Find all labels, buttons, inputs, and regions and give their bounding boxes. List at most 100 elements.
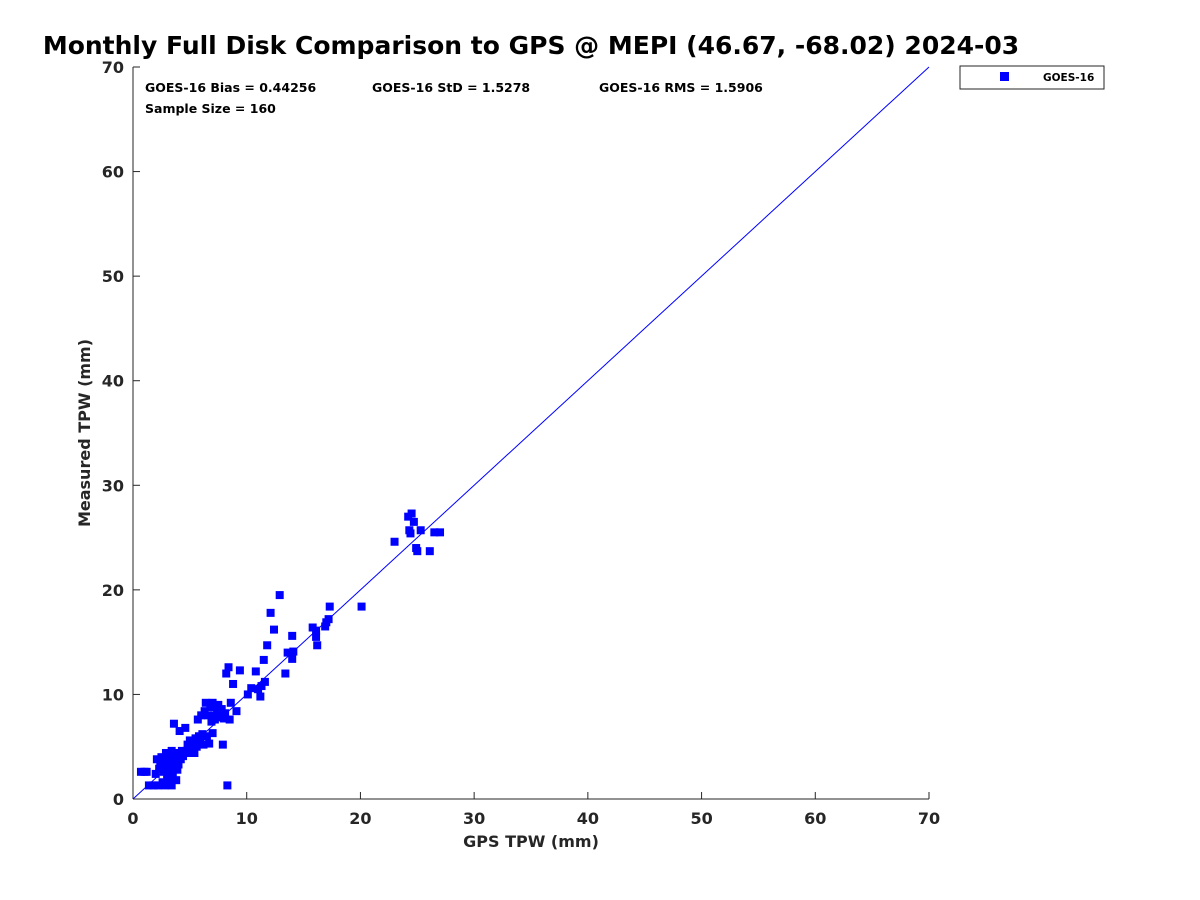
data-point (166, 759, 175, 768)
data-point (183, 740, 192, 749)
data-point (156, 760, 165, 769)
data-point (229, 679, 238, 688)
data-point (232, 707, 241, 716)
data-point (154, 781, 163, 790)
data-point (260, 677, 269, 686)
data-point (159, 767, 168, 776)
x-axis-label: GPS TPW (mm) (463, 832, 599, 851)
y-tick-label: 70 (102, 58, 124, 77)
one-to-one-reference-line (132, 66, 930, 800)
data-point (142, 767, 151, 776)
data-point (281, 669, 290, 678)
data-point (251, 667, 260, 676)
data-point (172, 776, 181, 785)
data-point (247, 684, 256, 693)
x-tick-label: 70 (918, 809, 940, 828)
data-point (436, 528, 445, 537)
data-point (175, 727, 184, 736)
data-point (198, 730, 207, 739)
data-point (321, 622, 330, 631)
data-point (206, 702, 215, 711)
data-point (288, 631, 297, 640)
y-tick-label: 0 (113, 790, 124, 809)
data-point (221, 709, 230, 718)
data-point (200, 707, 209, 716)
data-point (197, 711, 206, 720)
data-point (275, 591, 284, 600)
data-point (165, 767, 174, 776)
data-point (325, 602, 334, 611)
data-point (430, 528, 439, 537)
data-point (313, 641, 322, 650)
data-point (190, 748, 199, 757)
data-point (155, 764, 164, 773)
data-point (157, 753, 166, 762)
x-tick-label: 40 (577, 809, 599, 828)
data-point (226, 698, 235, 707)
data-point (263, 641, 272, 650)
data-point (168, 763, 177, 772)
data-point (357, 602, 366, 611)
data-point (165, 752, 174, 761)
data-point (186, 744, 195, 753)
data-point (270, 625, 279, 634)
data-point (179, 752, 188, 761)
data-point (289, 647, 298, 656)
data-point (215, 713, 224, 722)
data-point (168, 771, 177, 780)
y-tick-label: 40 (102, 372, 124, 391)
data-point (199, 740, 208, 749)
y-tick-label: 20 (102, 581, 124, 600)
data-point (201, 698, 210, 707)
data-point (177, 746, 186, 755)
data-point (167, 746, 176, 755)
data-point (169, 751, 178, 760)
stat-bias: GOES-16 Bias = 0.44256 (145, 80, 316, 95)
data-point (189, 738, 198, 747)
data-point (224, 663, 233, 672)
x-tick-label: 20 (349, 809, 371, 828)
data-point (324, 615, 333, 624)
data-point (409, 517, 418, 526)
data-point (259, 655, 268, 664)
data-point (406, 529, 415, 538)
data-point (192, 742, 201, 751)
data-point (174, 760, 183, 769)
data-point (235, 666, 244, 675)
x-tick-label: 50 (690, 809, 712, 828)
data-point (407, 509, 416, 518)
data-point (312, 632, 321, 641)
data-point (223, 781, 232, 790)
data-point (225, 715, 234, 724)
data-point (416, 526, 425, 535)
chart-title: Monthly Full Disk Comparison to GPS @ ME… (43, 31, 1019, 60)
data-point (173, 765, 182, 774)
plot-area: 0 10 20 30 40 50 60 70 0 10 20 30 40 50 60 70 GOES-16 … (102, 58, 940, 828)
y-tick-label: 30 (102, 476, 124, 495)
data-point (152, 755, 161, 764)
data-point (169, 719, 178, 728)
data-point (243, 690, 252, 699)
stat-sample-size: Sample Size = 160 (145, 101, 276, 116)
data-point (181, 723, 190, 732)
data-point (163, 763, 172, 772)
data-point (149, 781, 158, 790)
data-point (208, 729, 217, 738)
legend-label: GOES-16 (1043, 72, 1094, 84)
y-ticks: 0 10 20 30 40 50 60 70 (102, 58, 140, 809)
data-point (283, 648, 292, 657)
data-point (163, 774, 172, 783)
data-point (193, 715, 202, 724)
data-point (425, 547, 434, 556)
data-point (218, 740, 227, 749)
data-point (151, 769, 160, 778)
data-point (217, 705, 226, 714)
y-tick-label: 10 (102, 685, 124, 704)
y-axis-label: Measured TPW (mm) (75, 339, 94, 527)
legend-box (959, 65, 1105, 90)
data-point (144, 781, 153, 790)
data-point (222, 669, 231, 678)
stat-std: GOES-16 StD = 1.5278 (372, 80, 530, 95)
data-point (160, 781, 169, 790)
